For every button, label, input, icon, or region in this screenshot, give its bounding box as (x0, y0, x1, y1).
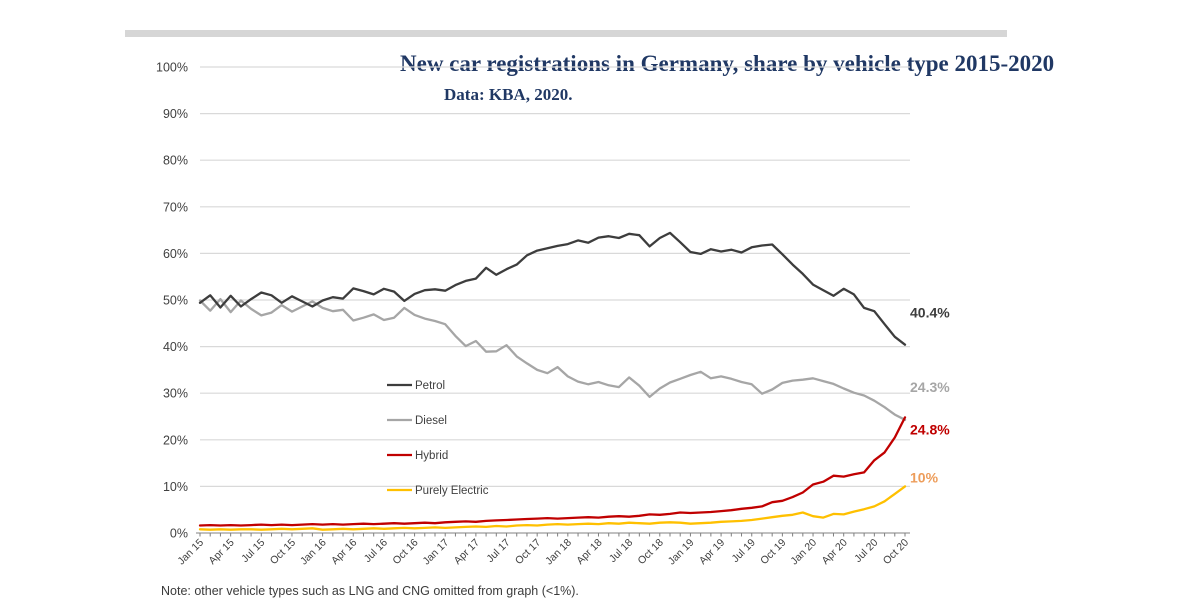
x-axis-tick-label: Jan 17 (421, 537, 452, 568)
legend-label-diesel: Diesel (415, 415, 447, 427)
x-axis-tick-label: Jan 20 (788, 537, 819, 568)
x-axis-tick-label: Apr 16 (329, 537, 359, 567)
legend-label-hybrid: Hybrid (415, 450, 448, 462)
x-axis-tick-label: Jul 20 (852, 537, 880, 565)
x-axis-tick-label: Oct 16 (390, 537, 420, 567)
chart-title: New car registrations in Germany, share … (400, 51, 1055, 76)
y-axis-tick-label: 90% (163, 107, 188, 121)
x-axis-tick-label: Oct 17 (513, 537, 543, 567)
x-axis-tick-label: Apr 20 (819, 537, 849, 567)
end-value-label-purely-electric: 10% (910, 469, 939, 485)
y-axis-tick-label: 80% (163, 154, 188, 168)
x-axis-tick-label: Oct 19 (758, 537, 788, 567)
y-axis-tick-label: 0% (170, 527, 188, 541)
x-axis-tick-label: Jan 18 (543, 537, 574, 568)
x-axis-tick-label: Jul 17 (484, 537, 512, 565)
x-axis-tick-label: Jul 16 (362, 537, 390, 565)
x-axis-tick-label: Jul 18 (607, 537, 635, 565)
y-axis-tick-label: 40% (163, 340, 188, 354)
x-axis-tick-label: Oct 20 (881, 537, 911, 567)
legend-label-petrol: Petrol (415, 380, 445, 392)
y-axis-tick-label: 50% (163, 294, 188, 308)
y-axis-tick-label: 60% (163, 247, 188, 261)
x-axis-tick-label: Jan 16 (298, 537, 329, 568)
x-axis-tick-label: Jul 19 (730, 537, 758, 565)
x-axis-tick-label: Jan 15 (175, 537, 206, 568)
x-axis-tick-label: Oct 18 (636, 537, 666, 567)
end-value-label-hybrid: 24.8% (910, 421, 950, 437)
end-value-label-diesel: 24.3% (910, 379, 950, 395)
legend-label-purely-electric: Purely Electric (415, 485, 489, 497)
series-line-petrol (198, 231, 907, 346)
x-axis-tick-label: Apr 15 (206, 537, 236, 567)
y-axis-tick-label: 30% (163, 387, 188, 401)
y-axis-tick-label: 100% (156, 61, 188, 75)
y-axis-tick-label: 20% (163, 433, 188, 447)
x-axis-tick-label: Apr 18 (574, 537, 604, 567)
x-axis-tick-label: Apr 17 (452, 537, 482, 567)
footnote: Note: other vehicle types such as LNG an… (161, 584, 579, 598)
x-axis-tick-label: Jan 19 (666, 537, 697, 568)
series-line-purely-electric (198, 485, 907, 531)
x-axis-tick-label: Jul 15 (239, 537, 267, 565)
x-axis-tick-label: Oct 15 (268, 537, 298, 567)
x-axis-tick-label: Apr 19 (697, 537, 727, 567)
top-divider-bar (125, 30, 1007, 37)
chart-subtitle: Data: KBA, 2020. (444, 85, 573, 104)
series-line-diesel (198, 297, 907, 421)
end-value-label-petrol: 40.4% (910, 305, 950, 321)
y-axis-tick-label: 70% (163, 200, 188, 214)
y-axis-tick-label: 10% (163, 480, 188, 494)
series-line-hybrid (198, 416, 907, 527)
